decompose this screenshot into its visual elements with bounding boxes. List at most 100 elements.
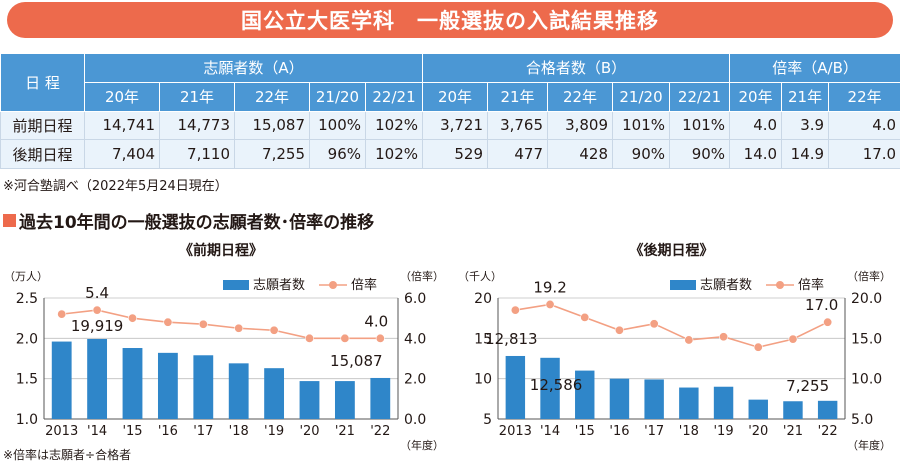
bar bbox=[748, 399, 768, 419]
x-tick-label: '19 bbox=[713, 424, 733, 439]
section-marker bbox=[3, 214, 16, 227]
x-tick-label: '19 bbox=[264, 424, 284, 439]
row-label: 後期日程 bbox=[0, 139, 85, 169]
x-axis-unit: （年度） bbox=[847, 438, 891, 452]
data-label: 7,255 bbox=[786, 377, 829, 395]
ratio-point bbox=[823, 317, 833, 327]
ratio-point bbox=[510, 305, 520, 315]
bar bbox=[540, 357, 560, 419]
ratio-point bbox=[375, 333, 385, 343]
x-tick-label: '17 bbox=[644, 424, 664, 439]
table-cell: 14,741 bbox=[84, 110, 160, 141]
bar bbox=[644, 379, 664, 419]
left-tick-label: 20 bbox=[474, 291, 492, 307]
data-label: 5.4 bbox=[85, 284, 109, 302]
table-cell: 14,773 bbox=[159, 110, 235, 141]
subheader-cell: 22/21 bbox=[669, 81, 731, 112]
chart-koki: 《後期日程》 （千人） （倍率） 5 10 15 20 5.0 10.0 15.0 20.0 2013… bbox=[458, 242, 891, 452]
legend-label: 志願者数 bbox=[700, 278, 752, 293]
bar bbox=[122, 348, 143, 419]
ratio-line bbox=[61, 309, 381, 340]
subheader-cell: 22/21 bbox=[364, 81, 424, 112]
subheader-cell: 21/20 bbox=[309, 81, 366, 112]
subheader-cell: 21/20 bbox=[612, 81, 671, 112]
data-label: 12,813 bbox=[485, 330, 537, 348]
x-axis-unit: （年度） bbox=[400, 438, 444, 452]
table-cell: 428 bbox=[547, 139, 614, 169]
legend-label: 倍率 bbox=[798, 277, 824, 293]
right-tick-label: 10.0 bbox=[851, 372, 882, 388]
x-tick-label: '21 bbox=[783, 424, 803, 439]
table-cell: 3,765 bbox=[487, 110, 549, 141]
bar bbox=[193, 355, 214, 419]
x-tick-label: '18 bbox=[679, 424, 699, 439]
table-cell: 96% bbox=[309, 139, 366, 169]
x-tick-label: '16 bbox=[609, 424, 629, 439]
ratio-line bbox=[515, 303, 829, 349]
table-cell: 4.0 bbox=[729, 110, 783, 141]
bar bbox=[299, 381, 320, 419]
bar bbox=[370, 377, 391, 419]
bar bbox=[505, 355, 526, 419]
data-label: 17.0 bbox=[805, 296, 838, 314]
left-tick-label: 2.0 bbox=[16, 331, 38, 347]
ratio-point bbox=[163, 317, 173, 327]
table-row: 後期日程 7,404 7,110 7,255 96% 102% 529 477 428 90% 90… bbox=[0, 139, 900, 169]
subheader-cell: 21年 bbox=[781, 81, 830, 112]
table-cell: 14.0 bbox=[729, 139, 783, 169]
table-cell: 3.9 bbox=[781, 110, 830, 141]
bar bbox=[157, 352, 178, 419]
section-title: 過去10年間の一般選抜の志願者数･倍率の推移 bbox=[19, 213, 375, 233]
bar bbox=[228, 363, 249, 419]
table-cell: 14.9 bbox=[781, 139, 830, 169]
ratio-point bbox=[92, 305, 102, 315]
chart-title: 《前期日程》 bbox=[179, 242, 263, 259]
title-banner: 国公立大医学科 一般選抜の入試結果推移 bbox=[7, 2, 893, 38]
right-tick-label: 4.0 bbox=[404, 331, 426, 347]
x-tick-label: '15 bbox=[122, 424, 142, 439]
ratio-point bbox=[753, 342, 763, 352]
right-tick-label: 6.0 bbox=[404, 291, 426, 307]
ratio-point bbox=[304, 333, 314, 343]
left-axis-unit: （万人） bbox=[4, 270, 48, 283]
ratio-point bbox=[580, 312, 590, 322]
ratio-point bbox=[545, 299, 555, 309]
x-tick-label: '20 bbox=[299, 424, 319, 439]
x-tick-label: '20 bbox=[748, 424, 768, 439]
x-tick-label: '14 bbox=[87, 424, 107, 439]
bar bbox=[679, 387, 699, 419]
table-cell: 477 bbox=[487, 139, 549, 169]
section-heading: 過去10年間の一般選抜の志願者数･倍率の推移 bbox=[3, 208, 374, 233]
subheader-cell: 22年 bbox=[828, 81, 900, 112]
bar bbox=[817, 400, 838, 419]
bar bbox=[783, 401, 803, 419]
group-header-ratio: 倍率（A/B） bbox=[729, 53, 900, 83]
right-axis-unit: （倍率） bbox=[847, 269, 891, 283]
table-row: 前期日程 14,741 14,773 15,087 100% 102% 3,721 3,765… bbox=[0, 110, 900, 141]
subheader-cell: 20年 bbox=[729, 81, 783, 112]
x-tick-label: 2013 bbox=[45, 424, 78, 439]
table-subheader-row: 20年 21年 22年 21/20 22/21 20年 21年 22年 21/20 22/21 20… bbox=[1, 81, 900, 112]
left-tick-label: 15 bbox=[474, 331, 492, 347]
x-tick-label: '15 bbox=[575, 424, 595, 439]
subheader-cell: 22年 bbox=[547, 81, 614, 112]
x-tick-label: '18 bbox=[229, 424, 249, 439]
table-cell: 102% bbox=[364, 110, 424, 141]
ratio-point bbox=[269, 325, 279, 335]
right-axis-unit: （倍率） bbox=[400, 269, 444, 283]
table-cell: 7,255 bbox=[234, 139, 310, 169]
x-tick-label: '17 bbox=[193, 424, 213, 439]
table-cell: 15,087 bbox=[234, 110, 310, 141]
x-tick-label: 2013 bbox=[499, 424, 532, 439]
row-label: 前期日程 bbox=[0, 110, 85, 141]
group-header-passers: 合格者数（B） bbox=[422, 53, 731, 83]
legend-bar-swatch bbox=[223, 280, 249, 290]
right-tick-label: 2.0 bbox=[404, 372, 426, 388]
table-cell: 529 bbox=[422, 139, 489, 169]
table-body: 前期日程 14,741 14,773 15,087 100% 102% 3,721 3,765… bbox=[0, 110, 900, 169]
ratio-point bbox=[198, 319, 208, 329]
table-cell: 3,721 bbox=[422, 110, 489, 141]
subheader-cell: 22年 bbox=[234, 81, 310, 112]
x-tick-label: '14 bbox=[540, 424, 560, 439]
table-cell: 90% bbox=[669, 139, 731, 169]
